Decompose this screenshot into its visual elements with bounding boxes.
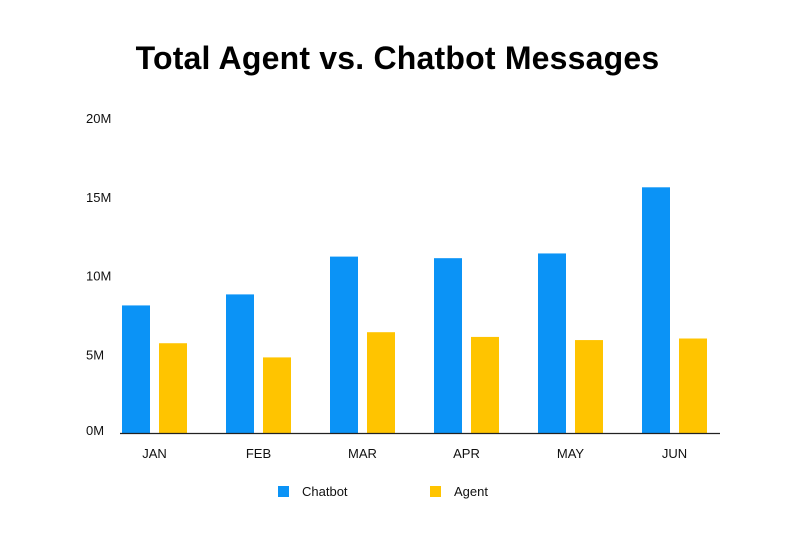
x-tick-label: FEB (246, 446, 271, 461)
bar-chatbot-jan (122, 305, 150, 433)
bar-agent-mar (367, 332, 395, 433)
y-tick-label: 5M (86, 347, 104, 362)
bar-agent-feb (263, 357, 291, 433)
x-tick-label: JUN (662, 446, 687, 461)
bars (122, 187, 707, 433)
bar-chatbot-apr (434, 258, 462, 433)
bar-agent-jan (159, 343, 187, 433)
x-tick-label: APR (453, 446, 480, 461)
bar-chatbot-jun (642, 187, 670, 433)
y-tick-label: 0M (86, 423, 104, 438)
y-tick-label: 20M (86, 111, 111, 126)
bar-chatbot-mar (330, 256, 358, 433)
legend-swatch-chatbot (278, 486, 289, 497)
bar-agent-apr (471, 336, 499, 433)
legend-label-agent: Agent (454, 484, 488, 499)
x-tick-label: MAY (557, 446, 585, 461)
y-axis-tick-labels: 0M 5M 10M 15M 20M (86, 111, 111, 438)
y-tick-label: 10M (86, 269, 111, 284)
bar-agent-may (575, 340, 603, 433)
legend-label-chatbot: Chatbot (302, 484, 348, 499)
bar-chatbot-may (538, 253, 566, 433)
y-tick-label: 15M (86, 190, 111, 205)
x-tick-label: JAN (142, 446, 167, 461)
chart-title: Total Agent vs. Chatbot Messages (135, 40, 660, 76)
x-axis-tick-labels: JAN FEB MAR APR MAY JUN (142, 446, 687, 461)
bar-agent-jun (679, 338, 707, 433)
bar-chatbot-feb (226, 294, 254, 433)
x-tick-label: MAR (348, 446, 377, 461)
legend-swatch-agent (430, 486, 441, 497)
legend: Chatbot Agent (278, 484, 488, 499)
